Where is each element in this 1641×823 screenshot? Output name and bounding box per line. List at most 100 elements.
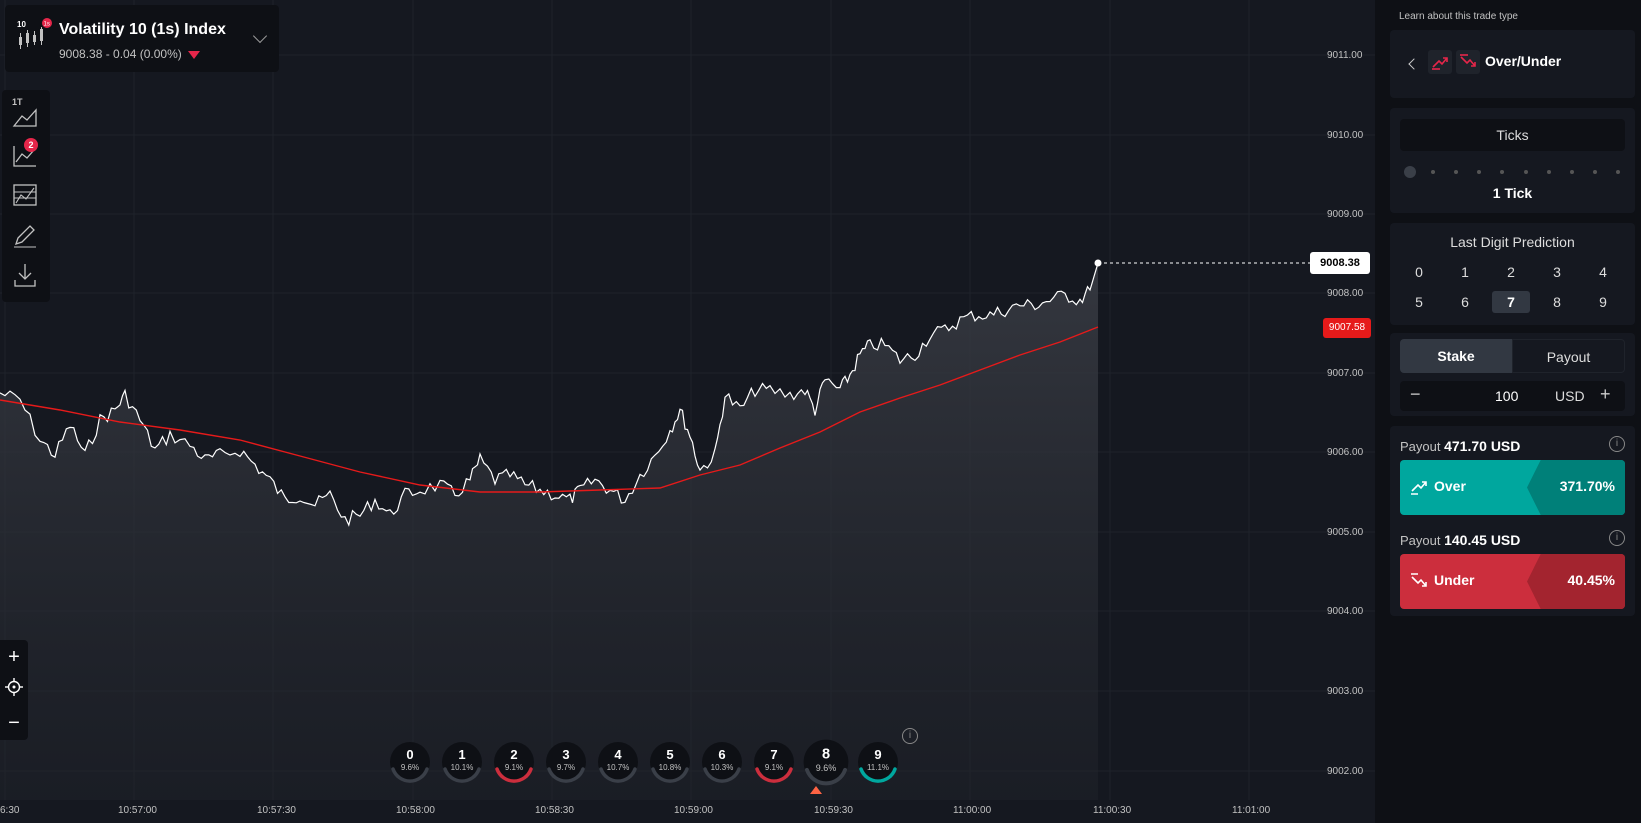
price-label: 9009.00 xyxy=(1327,209,1364,220)
digit-stat-percentage: 11.1% xyxy=(866,763,890,772)
crosshair-icon[interactable] xyxy=(5,678,23,696)
digit-stat-7: 7 9.1% xyxy=(754,742,794,783)
digit-prediction-9[interactable]: 9 xyxy=(1599,294,1607,310)
digit-stat-number: 8 xyxy=(821,745,831,762)
digit-stat-6: 6 10.3% xyxy=(702,742,742,783)
digit-prediction-4[interactable]: 4 xyxy=(1599,264,1607,280)
over-purchase-button[interactable]: Over 371.70% xyxy=(1400,460,1625,515)
chevron-down-icon[interactable] xyxy=(252,28,268,44)
indicator-count-badge: 2 xyxy=(24,138,38,152)
trade-panel: Learn about this trade type Over/Under T… xyxy=(1375,0,1641,823)
trade-type-label: Over/Under xyxy=(1485,53,1562,69)
time-label: 10:59:00 xyxy=(674,805,713,816)
price-line xyxy=(0,262,1099,527)
indicators-icon[interactable] xyxy=(10,140,40,170)
symbol-title: Volatility 10 (1s) Index xyxy=(59,21,226,38)
chevron-left-icon[interactable] xyxy=(1408,58,1420,70)
zoom-in-button[interactable]: + xyxy=(8,646,20,668)
stake-currency: USD xyxy=(1555,388,1585,404)
symbol-price-change: 9008.38 - 0.04 (0.00%) xyxy=(59,47,200,61)
last-tick-dot xyxy=(1094,259,1102,267)
time-label: 10:57:00 xyxy=(118,805,157,816)
digit-stat-percentage: 9.1% xyxy=(504,763,524,772)
under-trade-icon xyxy=(1456,50,1480,74)
symbol-selector[interactable]: 10 1s Volatility 10 (1s) Index 9008.38 -… xyxy=(5,5,279,72)
digit-stat-5: 5 10.8% xyxy=(650,742,690,783)
digit-stat-number: 5 xyxy=(666,747,674,762)
chart-area[interactable]: 9011.00 9010.00 9009.00 9008.00 9007.00 … xyxy=(0,0,1375,823)
current-digit-pointer-icon xyxy=(810,786,822,794)
digit-prediction-2[interactable]: 2 xyxy=(1507,264,1515,280)
info-icon[interactable]: i xyxy=(1609,530,1625,546)
stake-value[interactable]: 100 xyxy=(1495,388,1519,404)
digit-prediction-8[interactable]: 8 xyxy=(1553,294,1561,310)
last-digit-prediction-title: Last Digit Prediction xyxy=(1450,234,1575,250)
digit-stat-number: 4 xyxy=(614,747,622,762)
digit-stat-arc xyxy=(443,767,481,783)
tab-stake[interactable]: Stake xyxy=(1400,339,1512,373)
time-label: 10:58:00 xyxy=(396,805,435,816)
trade-type-selector[interactable]: Over/Under xyxy=(1390,30,1635,98)
digit-stat-0: 0 9.6% xyxy=(390,742,430,783)
current-price-label: 9008.38 xyxy=(1310,252,1370,274)
ticks-slider[interactable] xyxy=(1404,166,1624,178)
svg-text:1s: 1s xyxy=(44,22,50,28)
digit-stat-arc xyxy=(804,767,847,786)
price-label: 9007.00 xyxy=(1327,368,1364,379)
digit-stat-1: 1 10.1% xyxy=(442,742,482,783)
drawing-icon[interactable] xyxy=(10,220,40,250)
digit-prediction-7[interactable]: 7 xyxy=(1492,291,1530,313)
digit-prediction-3[interactable]: 3 xyxy=(1553,264,1561,280)
info-icon[interactable]: i xyxy=(902,728,918,744)
chart-type-icon[interactable] xyxy=(10,100,40,130)
stake-input[interactable]: − 100 USD + xyxy=(1400,381,1625,411)
stake-card: Stake Payout − 100 USD + xyxy=(1390,333,1635,416)
digit-stat-arc xyxy=(703,767,741,783)
time-label: 11:00:00 xyxy=(953,805,992,816)
digit-stat-arc xyxy=(547,767,585,783)
price-label: 9005.00 xyxy=(1327,527,1364,538)
zoom-out-button[interactable]: − xyxy=(8,712,20,734)
price-area xyxy=(0,263,1098,800)
download-icon[interactable] xyxy=(10,260,40,290)
under-button-label: Under xyxy=(1434,572,1475,588)
price-down-icon xyxy=(187,50,200,59)
time-label: 11:01:00 xyxy=(1232,805,1271,816)
digit-prediction-0[interactable]: 0 xyxy=(1415,264,1423,280)
digit-stat-number: 7 xyxy=(770,747,778,762)
digit-stat-arc xyxy=(599,767,637,783)
templates-icon[interactable] xyxy=(10,180,40,210)
digit-prediction-1[interactable]: 1 xyxy=(1461,264,1469,280)
under-purchase-button[interactable]: Under 40.45% xyxy=(1400,554,1625,609)
moving-average-line xyxy=(0,326,1099,493)
digit-stat-percentage: 9.7% xyxy=(556,763,576,772)
under-button-payout-area xyxy=(1527,554,1625,609)
digit-stat-percentage: 10.3% xyxy=(710,763,734,772)
digit-prediction-5[interactable]: 5 xyxy=(1415,294,1423,310)
price-label: 9010.00 xyxy=(1327,130,1364,141)
digit-stat-number: 9 xyxy=(874,747,882,762)
stake-decrease-button[interactable]: − xyxy=(1410,384,1421,404)
chart-interval-label: 1T xyxy=(12,97,23,107)
last-digit-prediction-card: Last Digit Prediction 0 1 2 3 4 5 6 7 8 9 xyxy=(1390,223,1635,325)
digit-stat-number: 0 xyxy=(406,747,414,762)
price-chart[interactable] xyxy=(0,0,1375,823)
stake-increase-button[interactable]: + xyxy=(1600,384,1611,404)
digit-stat-percentage: 9.6% xyxy=(815,763,837,774)
digit-stat-percentage: 10.1% xyxy=(450,763,474,772)
digit-prediction-6[interactable]: 6 xyxy=(1461,294,1469,310)
moving-average-price-label: 9007.58 xyxy=(1323,318,1371,338)
zoom-controls: + − xyxy=(0,640,28,740)
digit-stat-number: 1 xyxy=(458,747,466,762)
digit-stat-8: 8 9.6% xyxy=(803,739,849,786)
ticks-tab[interactable]: Ticks xyxy=(1400,119,1625,151)
info-icon[interactable]: i xyxy=(1609,436,1625,452)
digit-stat-number: 2 xyxy=(510,747,518,762)
learn-trade-type-link[interactable]: Learn about this trade type xyxy=(1399,11,1518,22)
over-button-label: Over xyxy=(1434,478,1466,494)
over-payout-info: Payout 471.70 USD xyxy=(1400,438,1521,454)
over-trade-icon xyxy=(1411,481,1427,495)
chart-toolbar: 1T 2 xyxy=(2,90,50,302)
tab-payout[interactable]: Payout xyxy=(1512,339,1625,373)
purchase-card: Payout 471.70 USD i Over 371.70% Payout … xyxy=(1390,426,1635,616)
